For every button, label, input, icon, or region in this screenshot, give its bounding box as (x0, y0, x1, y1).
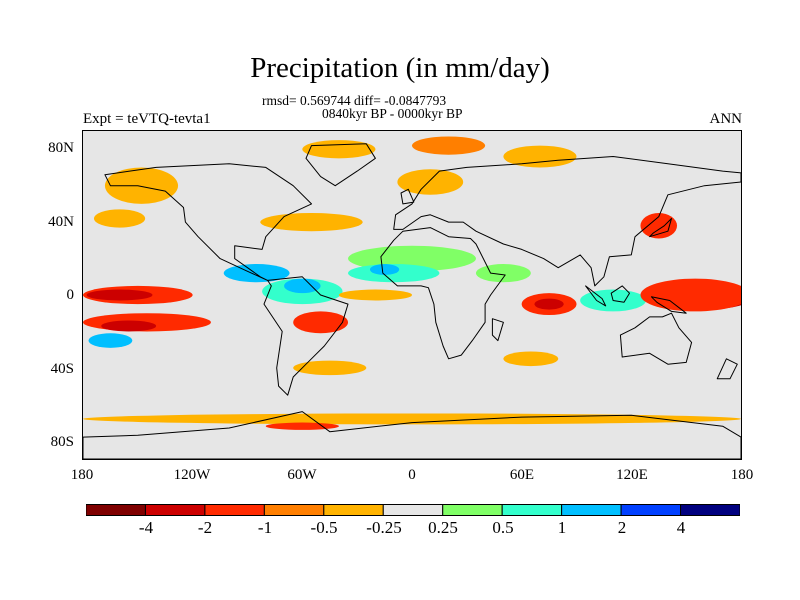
coastline-north-america (104, 163, 312, 281)
anomaly-alaska-rim (104, 167, 179, 204)
y-tick-label: 80N (48, 140, 74, 156)
colorbar-label: 2 (617, 518, 627, 537)
anomaly-siberia (503, 145, 577, 168)
colorbar-swatch (204, 504, 265, 516)
coastline-madagascar (491, 318, 504, 342)
y-tick-label: 80S (50, 434, 74, 450)
colorbar-swatch (382, 504, 444, 516)
anomaly-indian-ocean-core (534, 298, 564, 310)
anomaly-japan (640, 213, 678, 239)
coastline-borneo (610, 285, 630, 303)
anomaly-s-pacific-blue (88, 333, 133, 348)
season-label: ANN (709, 111, 743, 127)
colorbar-swatch (144, 504, 206, 516)
colorbar-label: -1 (257, 518, 273, 537)
x-tick-label: 180 (70, 467, 94, 483)
colorbar-swatch (263, 504, 325, 516)
coastline-japan-islands (649, 218, 672, 238)
x-tick-label: 120E (616, 467, 648, 483)
x-tick-label: 0 (408, 467, 416, 483)
experiment-label: Expt = teVTQ-tevta1 (83, 111, 211, 127)
precipitation-map (82, 130, 742, 460)
anomaly-w-pacific-rim (640, 278, 741, 312)
coastline-australia (619, 312, 693, 365)
anomaly-c-pacific-itcz-core (86, 289, 153, 301)
coastline-greenland (305, 143, 376, 187)
y-tick-label: 0 (66, 287, 75, 303)
anomaly-brazil (293, 311, 349, 334)
colorbar-label: -0.5 (310, 518, 338, 537)
x-tick-label: 60E (509, 467, 535, 483)
anomaly-amazon-core (284, 278, 321, 294)
coastline-africa (380, 227, 506, 360)
colorbar-label: -4 (138, 518, 154, 537)
colorbar-label: 0.5 (492, 518, 514, 537)
colorbar-label: 0.25 (428, 518, 458, 537)
colorbar-swatch (442, 504, 503, 516)
anomaly-europe (397, 169, 464, 195)
anomaly-caribbean (223, 264, 290, 283)
anomaly-sahel-core (369, 264, 400, 275)
colorbar-swatch (323, 504, 384, 516)
x-tick-label: 60W (287, 467, 317, 483)
colorbar-swatch (561, 504, 622, 516)
colorbar (86, 504, 740, 516)
anomaly-s-pacific-core (101, 320, 157, 332)
stats-line: rmsd= 0.569744 diff= -0.0847793 (262, 93, 447, 108)
coastline-britain (400, 188, 415, 205)
colorbar-swatch (620, 504, 682, 516)
colorbar-label: -0.25 (366, 518, 402, 537)
colorbar-label: 4 (676, 518, 686, 537)
coastline-new-guinea (650, 296, 687, 314)
anomaly-n-pacific (93, 209, 146, 228)
y-tick-label: 40N (48, 214, 74, 230)
coastline-sumatra (585, 285, 607, 307)
coastline-eurasia (393, 156, 741, 287)
anomaly-arctic-europe (412, 136, 486, 155)
anomaly-greenland (302, 140, 376, 159)
x-tick-label: 180 (730, 467, 754, 483)
anomaly-s-atlantic (293, 360, 367, 376)
x-tick-label: 120W (173, 467, 211, 483)
colorbar-label: 1 (557, 518, 567, 537)
anomaly-s-indian (503, 351, 559, 367)
plot-title: Precipitation (in mm/day) (250, 52, 550, 84)
coastline-antarctica (83, 411, 741, 459)
anomaly-arabia (475, 264, 531, 283)
colorbar-swatch (680, 504, 740, 516)
anomaly-antarctic-red (265, 422, 339, 430)
y-tick-label: 40S (50, 361, 74, 377)
coastline-new-zealand (716, 358, 738, 380)
map-canvas (83, 131, 741, 459)
coastline-south-america (263, 276, 349, 396)
colorbar-label: -2 (197, 518, 213, 537)
colorbar-swatch (501, 504, 563, 516)
colorbar-swatch (86, 504, 146, 516)
anomaly-trop-atlantic (338, 289, 412, 301)
anomaly-n-atlantic (260, 213, 363, 232)
period-line: 0840kyr BP - 0000kyr BP (322, 106, 463, 121)
